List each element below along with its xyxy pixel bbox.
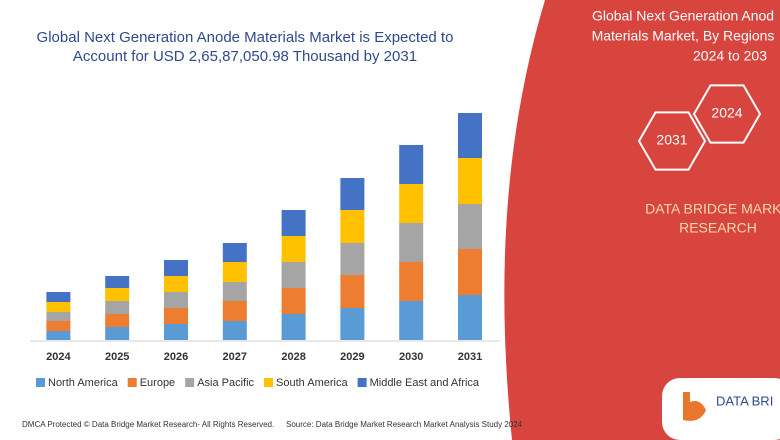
- bar-segment: [222, 262, 247, 282]
- legend-swatch: [185, 378, 195, 387]
- bar-segment: [458, 249, 482, 295]
- panel-heading: Materials Market, By Regions: [592, 28, 775, 44]
- bar-segment: [458, 158, 482, 204]
- brand-text: DATA BRIDGE MARKE: [645, 201, 780, 217]
- bar-segment: [164, 276, 188, 292]
- panel-heading: Global Next Generation Anod: [592, 8, 774, 24]
- bar-segment: [458, 204, 482, 249]
- bar-segment: [340, 275, 365, 308]
- bar-segment: [281, 314, 306, 340]
- badge-text: 2031: [656, 132, 687, 148]
- bar-segment: [46, 312, 71, 321]
- bar-segment: [340, 210, 365, 243]
- logo-text: DATA BRI: [716, 393, 773, 408]
- side-panel: [504, 0, 780, 440]
- badge-text: 2024: [711, 105, 742, 121]
- bar-segment: [222, 301, 247, 321]
- bar-segment: [105, 301, 130, 314]
- bar-segment: [399, 301, 424, 340]
- legend-label: Asia Pacific: [197, 377, 254, 389]
- bar-segment: [105, 276, 130, 288]
- bar-segment: [46, 292, 71, 302]
- bar-segment: [164, 324, 188, 340]
- badge-hexagon: [637, 111, 707, 171]
- x-tick-label: 2026: [164, 351, 188, 363]
- bar-segment: [458, 295, 482, 340]
- legend-swatch: [36, 378, 45, 387]
- chart-title: Global Next Generation Anode Materials M…: [37, 29, 454, 46]
- bar-segment: [399, 184, 424, 223]
- brand-text: RESEARCH: [679, 220, 757, 236]
- bar-segment: [399, 223, 424, 262]
- legend-swatch: [264, 378, 274, 387]
- x-tick-label: 2028: [281, 351, 305, 363]
- bar-segment: [164, 292, 188, 308]
- bar-segment: [164, 308, 188, 324]
- bar-segment: [164, 260, 188, 276]
- legend-label: North America: [48, 377, 119, 389]
- bar-segment: [281, 236, 306, 262]
- bar-segment: [399, 145, 424, 184]
- footer-text: DMCA Protected © Data Bridge Market Rese…: [22, 420, 274, 429]
- legend-label: Middle East and Africa: [370, 377, 480, 389]
- bar-segment: [281, 262, 306, 288]
- bar-segment: [281, 288, 306, 314]
- bar-segment: [46, 331, 71, 340]
- bar-segment: [399, 262, 424, 301]
- bar-segment: [340, 308, 365, 340]
- legend-label: South America: [276, 377, 348, 389]
- panel-heading: 2024 to 203: [693, 48, 767, 64]
- bar-segment: [222, 282, 247, 301]
- logo-backdrop: [662, 378, 780, 440]
- bar-segment: [281, 210, 306, 236]
- x-tick-label: 2029: [340, 351, 364, 363]
- bar-segment: [46, 302, 71, 312]
- x-tick-label: 2030: [399, 351, 423, 363]
- x-tick-label: 2024: [46, 351, 71, 363]
- bar-segment: [458, 113, 482, 158]
- footer-text: Source: Data Bridge Market Research Mark…: [286, 420, 523, 429]
- legend-swatch: [127, 378, 137, 387]
- bar-segment: [105, 327, 130, 340]
- logo-icon: [683, 392, 706, 421]
- bar-segment: [340, 178, 365, 210]
- bar-segment: [46, 321, 71, 331]
- bar-segment: [222, 321, 247, 340]
- chart-title: Account for USD 2,65,87,050.98 Thousand …: [73, 48, 417, 65]
- bar-segment: [105, 314, 130, 327]
- bar-segment: [340, 243, 365, 275]
- x-tick-label: 2025: [105, 351, 129, 363]
- badge-hexagon: [692, 84, 762, 144]
- legend-swatch: [357, 378, 367, 387]
- bar-segment: [105, 288, 130, 301]
- x-tick-label: 2031: [458, 351, 482, 363]
- legend-label: Europe: [140, 377, 175, 389]
- bar-segment: [222, 243, 247, 262]
- x-tick-label: 2027: [223, 351, 247, 363]
